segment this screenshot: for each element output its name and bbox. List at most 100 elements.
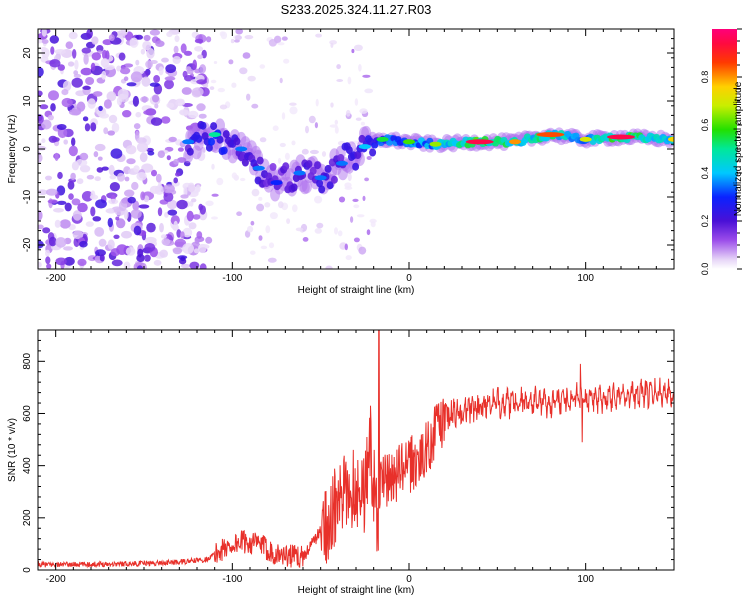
ridge-mid: [205, 143, 213, 152]
noise-blob: [292, 204, 298, 213]
x-tick-label: 100: [577, 273, 594, 284]
noise-blob: [264, 202, 271, 208]
noise-blob: [99, 254, 105, 262]
noise-blob: [193, 248, 200, 254]
noise-blob: [164, 76, 176, 81]
noise-blob: [295, 227, 304, 232]
noise-blob: [54, 219, 61, 228]
noise-blob: [38, 189, 48, 195]
noise-blob: [123, 209, 129, 220]
noise-blob: [258, 196, 263, 201]
noise-blob: [101, 70, 107, 80]
noise-blob: [284, 152, 290, 160]
ridge-mid: [269, 163, 277, 171]
noise-blob: [211, 216, 218, 220]
noise-blob: [41, 39, 49, 44]
figure-title: S233.2025.324.11.27.R03: [281, 2, 432, 17]
noise-blob: [146, 48, 155, 59]
y-tick-label: 10: [22, 95, 33, 107]
colorbar-tick-label: 0.6: [700, 119, 710, 132]
ridge-point: [403, 139, 415, 145]
noise-blob: [366, 229, 371, 236]
noise-blob: [63, 139, 68, 145]
noise-blob: [157, 150, 165, 158]
noise-blob: [211, 163, 215, 170]
noise-blob: [334, 227, 338, 235]
noise-blob: [140, 48, 146, 55]
x-tick-label: 0: [406, 273, 412, 284]
noise-blob: [82, 85, 91, 90]
noise-blob: [126, 158, 136, 165]
noise-blob: [197, 54, 204, 60]
noise-blob: [65, 41, 74, 49]
noise-blob: [113, 234, 120, 239]
noise-blob: [47, 114, 54, 121]
noise-blob: [239, 67, 248, 75]
noise-blob: [247, 75, 256, 82]
ridge-mid: [220, 146, 228, 155]
ridge-point: [252, 165, 265, 171]
noise-blob: [40, 46, 47, 52]
noise-blob: [281, 112, 286, 120]
noise-blob: [79, 152, 89, 161]
noise-blob: [182, 70, 188, 78]
noise-blob: [57, 127, 68, 139]
ridge-point: [235, 146, 248, 152]
noise-blob: [153, 259, 162, 266]
noise-blob: [68, 193, 74, 200]
y-tick-label: 200: [22, 509, 33, 526]
ridge-mid: [345, 146, 353, 155]
noise-blob: [56, 200, 67, 205]
colorbar-label: Normalized spectral amplitude: [733, 81, 744, 216]
ridge-mid: [309, 166, 317, 175]
noise-blob: [337, 230, 343, 237]
noise-blob: [353, 237, 360, 243]
noise-blob: [250, 250, 256, 255]
ridge-mid: [324, 164, 332, 173]
noise-blob: [353, 204, 360, 209]
ridge-point: [208, 132, 221, 138]
noise-blob: [106, 91, 117, 102]
colorbar-tick-label: 0.8: [700, 71, 710, 84]
noise-blob: [98, 238, 107, 247]
noise-blob: [302, 237, 309, 242]
y-tick-label: 400: [22, 457, 33, 474]
ridge-point: [335, 160, 348, 166]
noise-blob: [217, 87, 225, 93]
noise-blob: [251, 103, 259, 109]
y-tick-label: -10: [22, 189, 33, 204]
noise-blob: [159, 222, 164, 233]
noise-blob: [356, 214, 365, 218]
noise-blob: [64, 202, 72, 212]
noise-blob: [46, 188, 58, 196]
noise-blob: [121, 199, 129, 204]
ridge-mid: [233, 137, 241, 146]
noise-blob: [316, 222, 324, 229]
noise-blob: [167, 209, 178, 216]
noise-blob: [191, 198, 197, 203]
noise-blob: [161, 238, 171, 246]
ridge-point: [293, 170, 306, 176]
noise-blob: [117, 88, 129, 100]
colorbar-ticks: 0.0 0.2 0.4 0.6 0.8: [700, 28, 742, 275]
noise-blob: [38, 145, 47, 151]
noise-blob: [135, 59, 140, 66]
noise-blob: [133, 123, 141, 130]
noise-blob: [336, 79, 344, 82]
noise-blob: [68, 109, 81, 116]
noise-blob: [85, 221, 94, 227]
ridge-mid: [330, 175, 338, 184]
ridge-mid: [222, 130, 230, 139]
noise-blob: [350, 216, 354, 223]
noise-blob: [352, 198, 359, 202]
noise-blob: [359, 108, 368, 114]
noise-blob: [354, 98, 359, 106]
noise-blob: [334, 126, 339, 134]
noise-blob: [220, 31, 228, 40]
noise-blob: [74, 59, 79, 70]
noise-blob: [168, 136, 177, 142]
noise-blob: [192, 59, 197, 71]
noise-blob: [107, 208, 114, 214]
noise-blob: [95, 199, 107, 209]
